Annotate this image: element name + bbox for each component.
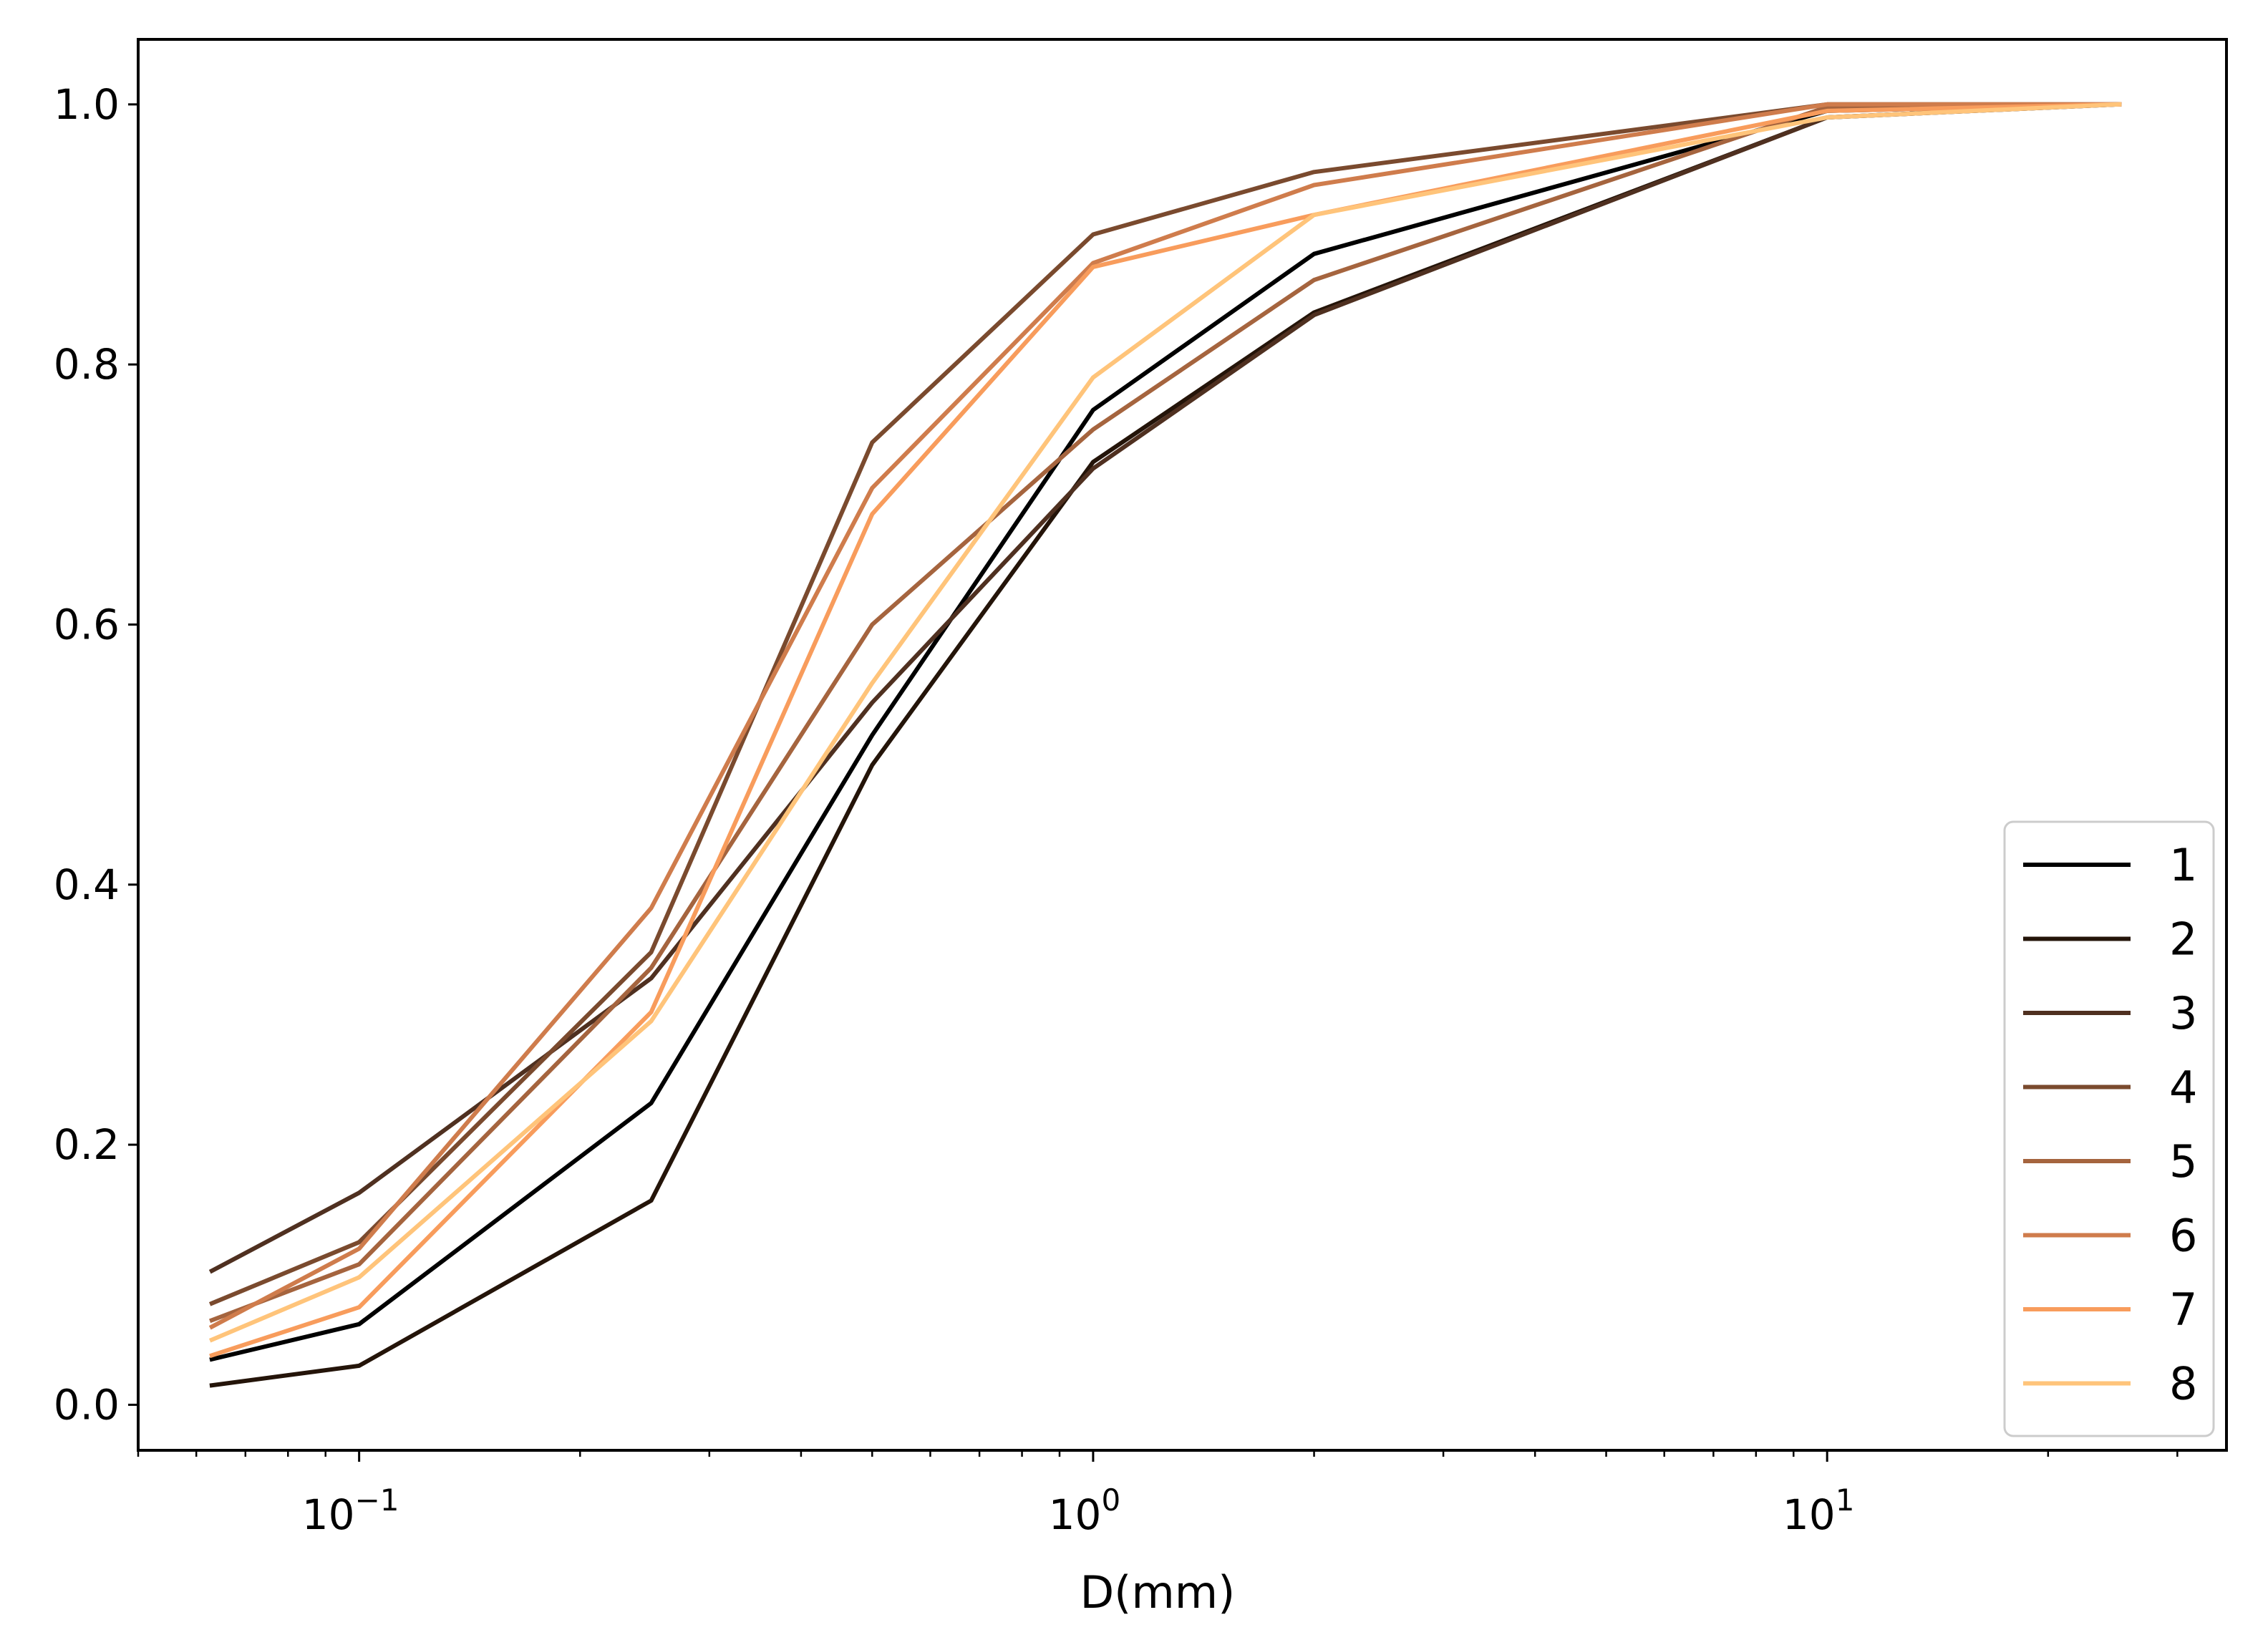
x-tick-base: 10 [1783, 1490, 1836, 1539]
series-line-5 [209, 102, 2122, 1324]
y-tick-label: 0.8 [54, 340, 120, 389]
legend-label: 1 [2169, 839, 2197, 891]
x-tick-label: 100 [1049, 1483, 1121, 1539]
x-tick-exponent: 0 [1101, 1483, 1120, 1518]
plot-frame [137, 38, 2228, 1452]
x-axis: 10−1 100 101 [302, 1450, 1855, 1539]
y-tick-label: 0.6 [54, 600, 120, 649]
series-line-8 [208, 102, 2122, 1343]
legend-item: 7 [2023, 1284, 2197, 1336]
x-tick-base: 10 [1049, 1490, 1102, 1539]
legend-item: 3 [2023, 987, 2197, 1039]
y-axis: 0.0 0.2 0.4 0.6 0.8 1.0 [54, 80, 138, 1429]
legend-item: 8 [2023, 1358, 2197, 1410]
x-tick-exponent: −1 [355, 1483, 399, 1518]
legend-item: 5 [2023, 1135, 2197, 1188]
series-line-6 [208, 102, 2122, 1330]
x-tick-label: 10−1 [302, 1483, 399, 1539]
series-line-7 [209, 102, 2122, 1359]
legend-label: 2 [2169, 913, 2197, 966]
y-tick-label: 0.0 [54, 1380, 120, 1429]
y-tick-label: 0.4 [54, 860, 120, 909]
y-tick-label: 0.2 [54, 1120, 120, 1169]
series-line-3 [208, 102, 2122, 1274]
legend-item: 1 [2023, 839, 2197, 891]
legend-label: 8 [2169, 1358, 2197, 1410]
legend-box [2003, 820, 2215, 1437]
legend: 1 2 3 4 5 6 7 8 [2003, 820, 2215, 1437]
y-tick-label: 1.0 [54, 80, 120, 129]
legend-item: 4 [2023, 1062, 2197, 1114]
series-line-1 [209, 102, 2122, 1362]
legend-item: 2 [2023, 913, 2197, 966]
x-tick-base: 10 [302, 1490, 355, 1539]
legend-label: 6 [2169, 1210, 2197, 1262]
x-tick-exponent: 1 [1836, 1483, 1855, 1518]
x-tick-label: 101 [1783, 1483, 1855, 1539]
x-axis-label: D(mm) [1080, 1566, 1235, 1619]
series-lines [208, 102, 2122, 1388]
legend-label: 5 [2169, 1135, 2197, 1188]
legend-item: 6 [2023, 1210, 2197, 1262]
series-line-2 [209, 102, 2122, 1388]
legend-label: 7 [2169, 1284, 2197, 1336]
legend-label: 3 [2169, 987, 2197, 1039]
legend-label: 4 [2169, 1062, 2197, 1114]
